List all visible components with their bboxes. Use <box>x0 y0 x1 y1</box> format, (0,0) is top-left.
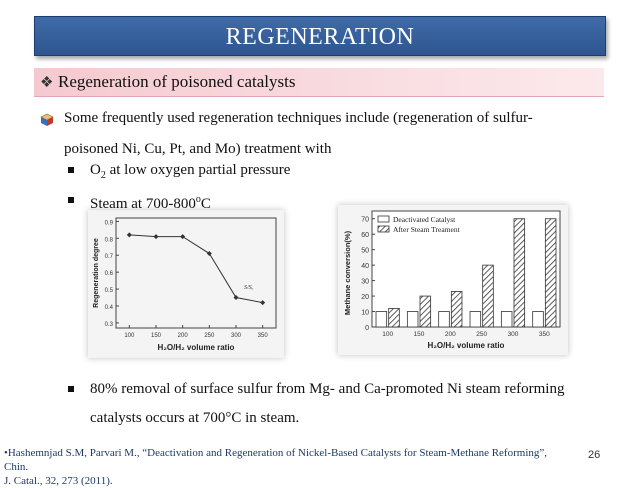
bar-deactivated-catalyst <box>406 311 419 328</box>
bullet-oxygen-suffix: at low oxygen partial pressure <box>105 162 291 178</box>
right-y-tick-label: 0 <box>365 325 369 332</box>
slide-title: REGENERATION <box>225 24 415 50</box>
left-chart-frame <box>115 217 277 329</box>
diamond-bullet-icon: ❖ <box>40 75 54 91</box>
bar-deactivated-catalyst <box>469 311 482 328</box>
left-y-tick-label: 0.6 <box>105 271 114 277</box>
bullet-oxygen: O2 at low oxygen partial pressure <box>90 158 290 188</box>
right-x-tick-label: 350 <box>539 331 550 338</box>
right-chart-frame <box>371 210 561 328</box>
bullet-oxygen-subscript: 2 <box>100 170 106 181</box>
data-point-marker <box>260 300 266 306</box>
bar-after-steam-treatment <box>450 291 463 328</box>
left-y-tick-label: 0.4 <box>105 305 114 311</box>
right-y-tick-label: 30 <box>361 279 369 286</box>
right-y-tick-label: 50 <box>361 248 369 255</box>
footer-reference-line-2: J. Catal., 32, 273 (2011). <box>4 475 113 487</box>
bullet-oxygen-prefix: O <box>90 162 101 178</box>
right-x-tick-label: 200 <box>445 331 456 338</box>
bar-after-steam-treatment <box>513 218 526 328</box>
intro-line-2: poisoned Ni, Cu, Pt, and Mo) treatment w… <box>64 141 332 157</box>
right-x-tick-label: 150 <box>414 331 425 338</box>
book-bullet-icon <box>40 113 54 126</box>
legend-swatch-after-steam <box>377 225 390 233</box>
data-point-marker <box>153 234 159 240</box>
right-x-tick-label: 250 <box>476 331 487 338</box>
bar-after-steam-treatment <box>482 264 494 328</box>
bullet-steam-prefix: Steam at 700-800 <box>90 196 196 212</box>
right-y-axis-label: Methane conversion(%) <box>343 230 352 315</box>
legend-label-after-steam: After Steam Treament <box>393 225 461 234</box>
left-chart-axes: 0.3 0.4 0.5 0.6 0.7 0.8 0.9 100 150 200 250 300 350 H… <box>93 217 277 352</box>
data-point-marker <box>126 232 132 238</box>
bullet-steam: Steam at 700-800oC <box>90 188 211 216</box>
square-bullet-icon <box>68 197 74 203</box>
bar-after-steam-treatment <box>419 295 432 328</box>
data-point-marker <box>206 251 212 257</box>
bar-deactivated-catalyst <box>532 311 544 328</box>
bullet-steam-suffix: C <box>200 196 211 212</box>
slide-title-bar: REGENERATION <box>34 16 606 56</box>
bullet-sulfur-removal-line-1: 80% removal of surface sulfur from Mg- a… <box>90 381 565 397</box>
legend-label-deactivated: Deactivated Catalyst <box>393 215 456 224</box>
left-y-tick-label: 0.8 <box>105 237 114 243</box>
left-x-tick-label: 200 <box>178 333 189 339</box>
bar-deactivated-catalyst <box>438 311 450 328</box>
right-y-tick-label: 70 <box>361 217 369 224</box>
left-y-tick-label: 0.5 <box>105 288 114 294</box>
bullet-sulfur-removal-line-2: catalysts occurs at 700°C in steam. <box>90 410 300 426</box>
left-y-axis-label: Regeneration degree <box>93 238 100 308</box>
subtitle-bar: ❖ Regeneration of poisoned catalysts <box>34 68 604 97</box>
bar-deactivated-catalyst <box>500 311 513 328</box>
right-x-tick-label: 100 <box>382 331 393 338</box>
bullet-steam-superscript: o <box>195 194 201 205</box>
left-x-tick-label: 300 <box>231 333 242 339</box>
page-number: 26 <box>588 449 601 461</box>
left-y-tick-label: 0.9 <box>105 220 114 226</box>
right-y-tick-label: 40 <box>361 263 369 270</box>
right-y-tick-label: 60 <box>361 232 369 239</box>
subtitle-text: Regeneration of poisoned catalysts <box>58 72 296 91</box>
left-x-axis-label: H₂O/H₂ volume ratio <box>158 343 235 352</box>
intro-text: Some frequently used regeneration techni… <box>64 106 624 161</box>
bar-after-steam-treatment <box>388 308 400 328</box>
right-y-tick-label: 10 <box>361 310 369 317</box>
regeneration-degree-chart: 0.3 0.4 0.5 0.6 0.7 0.8 0.9 100 150 200 250 300 350 H… <box>88 210 284 358</box>
footer-reference: •Hashemnjad S.M, Parvari M., “Deactivati… <box>4 446 564 488</box>
bullet-sulfur-removal: 80% removal of surface sulfur from Mg- a… <box>90 377 620 430</box>
square-bullet-icon <box>68 167 74 173</box>
bar-after-steam-treatment <box>544 218 557 328</box>
square-bullet-icon <box>68 386 74 392</box>
intro-line-1: Some frequently used regeneration techni… <box>64 110 533 126</box>
left-y-tick-label: 0.7 <box>105 254 114 260</box>
left-x-tick-label: 250 <box>204 333 215 339</box>
left-y-tick-label: 0.3 <box>105 322 114 328</box>
regeneration-degree-line <box>129 234 263 304</box>
regeneration-degree-chart-svg: 0.3 0.4 0.5 0.6 0.7 0.8 0.9 100 150 200 250 300 350 H… <box>93 217 277 352</box>
right-y-tick-label: 20 <box>361 294 369 301</box>
data-point-marker <box>180 234 186 240</box>
right-x-axis-label: H₂O/H₂ volume ratio <box>428 341 505 350</box>
right-x-tick-label: 300 <box>508 331 519 338</box>
methane-conversion-chart: 0 10 20 30 40 50 60 70 100 150 200 250 300 350 H₂O/H₂ … <box>338 205 568 355</box>
data-point-marker <box>233 295 239 301</box>
footer-reference-line-1: •Hashemnjad S.M, Parvari M., “Deactivati… <box>4 447 548 473</box>
methane-conversion-chart-svg: 0 10 20 30 40 50 60 70 100 150 200 250 300 350 H₂O/H₂ … <box>343 210 561 350</box>
right-chart-axes: 0 10 20 30 40 50 60 70 100 150 200 250 300 350 H₂O/H₂ … <box>343 210 561 350</box>
legend-swatch-deactivated <box>377 215 390 223</box>
line-annotation: S/Sₒ <box>244 285 254 291</box>
left-x-tick-label: 100 <box>124 333 135 339</box>
left-x-tick-label: 350 <box>258 333 269 339</box>
bar-deactivated-catalyst <box>375 311 388 328</box>
left-x-tick-label: 150 <box>151 333 162 339</box>
